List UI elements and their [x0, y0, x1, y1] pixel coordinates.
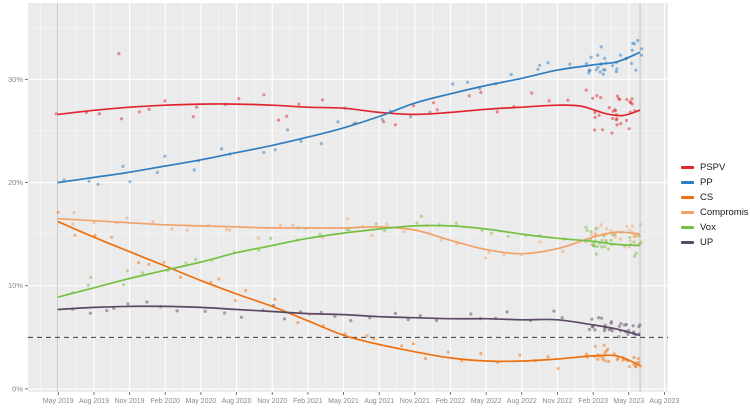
- legend-label-cs: CS: [700, 192, 714, 203]
- legend-key-cs: [681, 196, 694, 199]
- gridlines-minor: [28, 3, 668, 392]
- svg-text:May 2020: May 2020: [186, 398, 217, 405]
- gridlines-major: [28, 3, 668, 392]
- svg-text:May 2023: May 2023: [613, 398, 644, 405]
- svg-text:Aug 2022: Aug 2022: [507, 398, 537, 405]
- svg-text:Feb 2021: Feb 2021: [293, 398, 323, 405]
- x-axis-labels: May 2019 Aug 2019 Nov 2019 Feb 2020 May 2020…: [43, 398, 680, 405]
- trend-line-pspv: [57, 103, 641, 117]
- svg-text:Aug 2019: Aug 2019: [79, 398, 109, 405]
- svg-text:Aug 2021: Aug 2021: [364, 398, 394, 405]
- legend-key-compromis: [681, 211, 694, 214]
- svg-text:May 2022: May 2022: [471, 398, 502, 405]
- svg-text:Aug 2020: Aug 2020: [222, 398, 252, 405]
- legend-label-pp: PP: [700, 177, 713, 188]
- legend-label-compromis: Compromis: [700, 207, 749, 218]
- election-result-diamonds: [57, 0, 641, 376]
- legend-label-vox: Vox: [700, 222, 716, 233]
- trend-line-vox: [57, 224, 641, 298]
- svg-text:Nov 2022: Nov 2022: [543, 398, 573, 405]
- svg-text:10%: 10%: [8, 281, 23, 290]
- legend-key-pp: [681, 181, 694, 184]
- svg-text:Nov 2020: Nov 2020: [257, 398, 287, 405]
- svg-text:Nov 2019: Nov 2019: [115, 398, 145, 405]
- axis-ticks: [25, 78, 665, 395]
- legend-item-up: UP: [681, 235, 749, 250]
- legend-label-pspv: PSPV: [700, 162, 726, 173]
- svg-text:May 2019: May 2019: [43, 398, 74, 405]
- legend-item-vox: Vox: [681, 220, 749, 235]
- svg-text:0%: 0%: [12, 384, 23, 393]
- svg-text:Aug 2023: Aug 2023: [649, 398, 679, 405]
- svg-text:Nov 2021: Nov 2021: [400, 398, 430, 405]
- scatter-outliers: [117, 52, 550, 65]
- svg-text:Feb 2022: Feb 2022: [436, 398, 466, 405]
- trend-line-cs: [57, 220, 641, 367]
- legend-item-cs: CS: [681, 190, 749, 205]
- svg-text:20%: 20%: [8, 178, 23, 187]
- chart-legend: PSPV PP CS Compromis Vox UP: [681, 160, 749, 250]
- svg-text:Feb 2023: Feb 2023: [578, 398, 608, 405]
- legend-key-pspv: [681, 166, 694, 169]
- y-axis-labels: 0% 10% 20% 30%: [8, 75, 23, 393]
- legend-item-pp: PP: [681, 175, 749, 190]
- svg-text:May 2021: May 2021: [328, 398, 359, 405]
- legend-label-up: UP: [700, 237, 714, 248]
- plot-background: [28, 3, 668, 392]
- trend-line-compromis: [57, 217, 641, 255]
- trend-line-up: [57, 305, 641, 337]
- svg-text:30%: 30%: [8, 75, 23, 84]
- legend-item-pspv: PSPV: [681, 160, 749, 175]
- svg-text:Feb 2020: Feb 2020: [151, 398, 181, 405]
- legend-item-compromis: Compromis: [681, 205, 749, 220]
- legend-key-up: [681, 241, 694, 244]
- trend-line-pp: [57, 51, 641, 184]
- legend-key-vox: [681, 226, 694, 229]
